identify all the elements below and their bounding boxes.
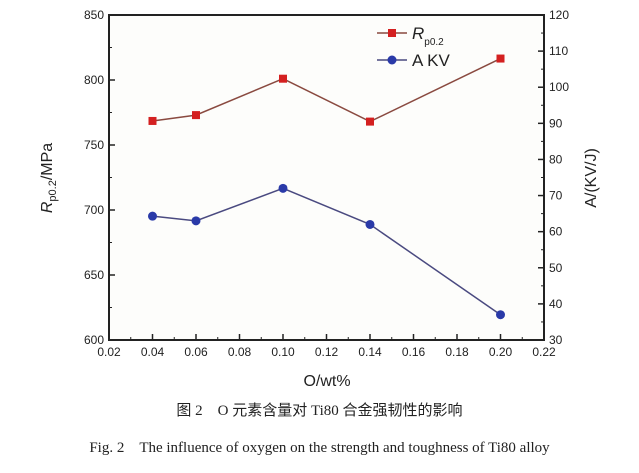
y-left-tick-label: 650 (84, 268, 104, 282)
data-point-circle (191, 216, 201, 226)
y-right-tick-label: 120 (549, 8, 569, 22)
x-tick-label: 0.20 (489, 345, 513, 359)
data-point-square (496, 54, 505, 63)
x-tick-label: 0.10 (271, 345, 295, 359)
x-tick-label: 0.04 (141, 345, 165, 359)
y-left-tick-label: 800 (84, 73, 104, 87)
axes: 0.02 0.04 0.06 0.08 0.10 0.12 0.14 0.16 0.18 0.20… (84, 8, 569, 359)
data-point-circle (278, 183, 288, 193)
legend-label: A KV (412, 51, 450, 70)
y-left-label-sub: p0.2 (47, 180, 59, 201)
x-tick-label: 0.08 (228, 345, 252, 359)
data-point-square (148, 116, 157, 125)
y-right-tick-label: 50 (549, 261, 563, 275)
data-point-square (279, 74, 287, 83)
series-layer (148, 54, 505, 320)
y-right-tick-label: 110 (549, 44, 568, 58)
data-point-square (366, 117, 374, 126)
x-tick-label: 0.06 (184, 345, 208, 359)
legend: Rp0.2 A KV (377, 24, 450, 70)
data-point-square (192, 111, 200, 120)
x-tick-label: 0.12 (315, 345, 339, 359)
y-left-tick-label: 850 (84, 8, 104, 22)
legend-label-main: R (412, 24, 424, 43)
x-axis-label: O/wt% (303, 373, 350, 390)
x-tick-label: 0.16 (402, 345, 426, 359)
legend-label: Rp0.2 (412, 24, 444, 48)
y-right-tick-label: 100 (549, 80, 569, 94)
data-point-circle (496, 310, 505, 320)
data-point-circle (365, 219, 375, 229)
y-left-tick-label: 700 (84, 203, 104, 217)
y-left-label-unit: /MPa (39, 143, 56, 180)
legend-label-sub: p0.2 (424, 37, 444, 48)
y-right-tick-label: 90 (549, 116, 563, 130)
y-left-axis-label: Rp0.2/MPa (39, 143, 59, 213)
x-tick-label: 0.22 (532, 345, 556, 359)
x-tick-label: 0.18 (445, 345, 469, 359)
y-right-tick-label: 40 (549, 297, 563, 311)
y-left-tick-label: 750 (84, 138, 104, 152)
legend-marker-circle (387, 55, 397, 65)
chart: 0.02 0.04 0.06 0.08 0.10 0.12 0.14 0.16 0.18 0.20… (39, 8, 600, 390)
y-left-label-main: R (39, 201, 56, 213)
caption-chinese: 图 2 O 元素含量对 Ti80 合金强韧性的影响 (176, 403, 463, 419)
caption-english: Fig. 2 The influence of oxygen on the st… (89, 440, 550, 456)
x-tick-label: 0.02 (97, 345, 121, 359)
data-point-circle (148, 211, 157, 221)
y-right-tick-label: 80 (549, 152, 563, 166)
plot-frame (108, 14, 545, 341)
y-right-tick-label: 60 (549, 225, 563, 239)
y-left-tick-label: 600 (84, 333, 104, 347)
y-right-tick-label: 70 (549, 189, 563, 203)
y-right-axis-label: A/(KV/J) (583, 148, 600, 208)
y-right-tick-label: 30 (549, 333, 563, 347)
x-tick-label: 0.14 (358, 345, 382, 359)
legend-marker-square (388, 29, 396, 37)
